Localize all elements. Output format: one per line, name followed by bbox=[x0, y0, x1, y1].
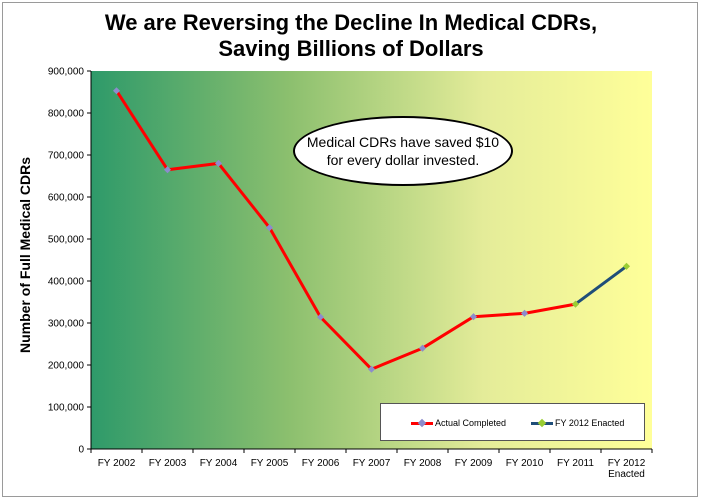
series-line-0 bbox=[115, 89, 576, 371]
legend-marker-enacted bbox=[537, 418, 547, 428]
legend: Actual Completed FY 2012 Enacted bbox=[380, 403, 645, 441]
y-tick-label: 300,000 bbox=[48, 319, 85, 330]
y-axis-label: Number of Full Medical CDRs bbox=[17, 157, 33, 353]
x-tick-label: FY 2003 bbox=[149, 458, 187, 469]
chart-title-line-2: Saving Billions of Dollars bbox=[218, 36, 484, 61]
x-tick-label: FY 2010 bbox=[506, 458, 544, 469]
legend-swatch-fy2012-enacted bbox=[531, 417, 553, 429]
annotation-callout: Medical CDRs have saved $10 for every do… bbox=[293, 116, 513, 186]
data-point bbox=[622, 262, 631, 270]
annotation-text: Medical CDRs have saved $10 for every do… bbox=[306, 134, 500, 168]
legend-swatch-actual-completed bbox=[411, 417, 433, 429]
y-tick-label: 600,000 bbox=[48, 193, 85, 204]
legend-item-fy2012-enacted: FY 2012 Enacted bbox=[531, 417, 624, 429]
data-point bbox=[418, 344, 427, 352]
legend-item-actual-completed: Actual Completed bbox=[411, 417, 506, 429]
chart-title-line-1: We are Reversing the Decline In Medical … bbox=[104, 10, 598, 35]
legend-label-fy2012-enacted: FY 2012 Enacted bbox=[555, 418, 625, 428]
data-point bbox=[469, 313, 478, 321]
data-point bbox=[367, 365, 376, 373]
y-tick-label: 200,000 bbox=[48, 361, 85, 372]
x-tick-label: FY 2005 bbox=[251, 458, 289, 469]
x-tick-label: FY 2007 bbox=[353, 458, 391, 469]
y-tick-label: 400,000 bbox=[48, 277, 85, 288]
y-tick-label: 0 bbox=[78, 445, 84, 456]
legend-label-actual-completed: Actual Completed bbox=[435, 418, 507, 428]
x-tick-label: FY 2006 bbox=[302, 458, 340, 469]
data-point bbox=[112, 87, 121, 95]
x-tick-label: FY 2008 bbox=[404, 458, 442, 469]
y-tick-label: 500,000 bbox=[48, 235, 85, 246]
x-tick-label: FY 2002 bbox=[98, 458, 136, 469]
chart-title: We are Reversing the Decline In Medical … bbox=[0, 10, 702, 62]
y-tick-label: 700,000 bbox=[48, 151, 85, 162]
series-line-1 bbox=[574, 265, 628, 306]
x-tick-label: FY 2012 Enacted bbox=[608, 458, 646, 480]
data-point bbox=[316, 313, 325, 321]
y-tick-label: 800,000 bbox=[48, 109, 85, 120]
x-tick-label: FY 2009 bbox=[455, 458, 493, 469]
data-point bbox=[214, 159, 223, 167]
y-tick-label: 100,000 bbox=[48, 403, 85, 414]
data-point bbox=[571, 300, 580, 308]
data-point bbox=[163, 166, 172, 174]
legend-marker-actual bbox=[417, 418, 427, 428]
data-point bbox=[520, 309, 529, 317]
x-tick-label: FY 2011 bbox=[557, 458, 594, 469]
x-tick-label: FY 2004 bbox=[200, 458, 238, 469]
y-tick-label: 900,000 bbox=[48, 67, 85, 78]
data-point bbox=[265, 224, 274, 232]
